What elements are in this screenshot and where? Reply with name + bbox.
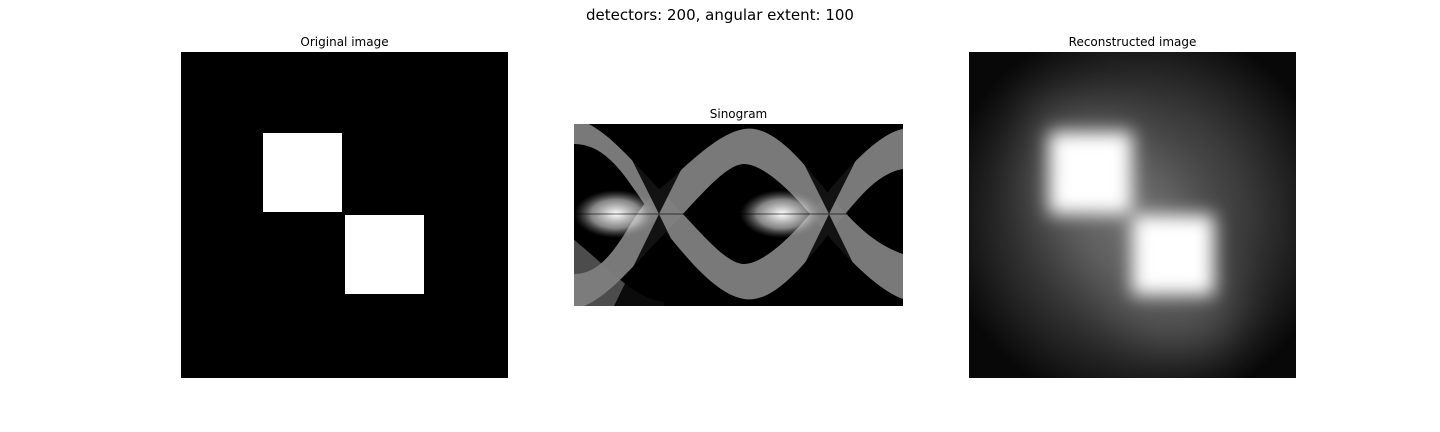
sinogram-title: Sinogram: [709, 107, 768, 121]
original-image: [181, 52, 508, 378]
sinogram-image: [574, 124, 903, 306]
reconstructed-image: [969, 52, 1296, 378]
reconstructed-image-title: Reconstructed image: [1068, 35, 1197, 49]
original-square-upper-left: [263, 133, 342, 212]
reconstructed-square-upper-left: [1049, 132, 1132, 214]
original-square-lower-right: [345, 215, 424, 294]
figure-title: detectors: 200, angular extent: 100: [586, 6, 854, 24]
reconstructed-square-lower-right: [1132, 215, 1214, 295]
original-image-title: Original image: [300, 35, 389, 49]
